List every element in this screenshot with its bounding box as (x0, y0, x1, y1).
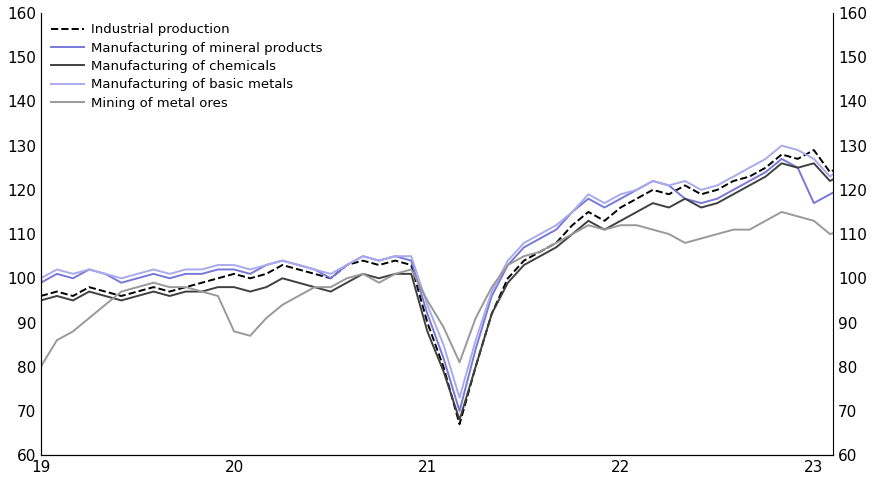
Line: Manufacturing of mineral products: Manufacturing of mineral products (41, 62, 874, 411)
Manufacturing of chemicals (825, 178, 836, 184)
Mining of metal ores (149, 280, 159, 286)
Industrial production (438, 364, 448, 370)
Manufacturing of chemicals (149, 289, 159, 295)
Line: Mining of metal ores: Mining of metal ores (41, 181, 874, 367)
Industrial production (454, 421, 465, 427)
Manufacturing of mineral products (438, 355, 448, 361)
Manufacturing of mineral products (36, 280, 46, 286)
Manufacturing of mineral products (149, 271, 159, 277)
Line: Manufacturing of chemicals: Manufacturing of chemicals (41, 133, 874, 420)
Manufacturing of chemicals (454, 417, 465, 423)
Industrial production (825, 169, 836, 175)
Manufacturing of mineral products (454, 408, 465, 414)
Manufacturing of basic metals (84, 267, 94, 272)
Manufacturing of basic metals (438, 342, 448, 348)
Manufacturing of basic metals (454, 395, 465, 401)
Manufacturing of basic metals (149, 267, 159, 272)
Line: Industrial production: Industrial production (41, 133, 874, 424)
Manufacturing of mineral products (825, 191, 836, 197)
Manufacturing of basic metals (825, 174, 836, 179)
Mining of metal ores (438, 324, 448, 330)
Industrial production (149, 284, 159, 290)
Manufacturing of mineral products (84, 267, 94, 272)
Manufacturing of chemicals (438, 368, 448, 374)
Manufacturing of basic metals (36, 275, 46, 281)
Mining of metal ores (808, 218, 819, 224)
Manufacturing of chemicals (36, 297, 46, 303)
Legend: Industrial production, Manufacturing of mineral products, Manufacturing of chemi: Industrial production, Manufacturing of … (47, 20, 326, 114)
Manufacturing of chemicals (84, 289, 94, 295)
Line: Manufacturing of basic metals: Manufacturing of basic metals (41, 137, 874, 398)
Industrial production (84, 284, 94, 290)
Industrial production (36, 293, 46, 299)
Mining of metal ores (36, 364, 46, 370)
Mining of metal ores (84, 315, 94, 321)
